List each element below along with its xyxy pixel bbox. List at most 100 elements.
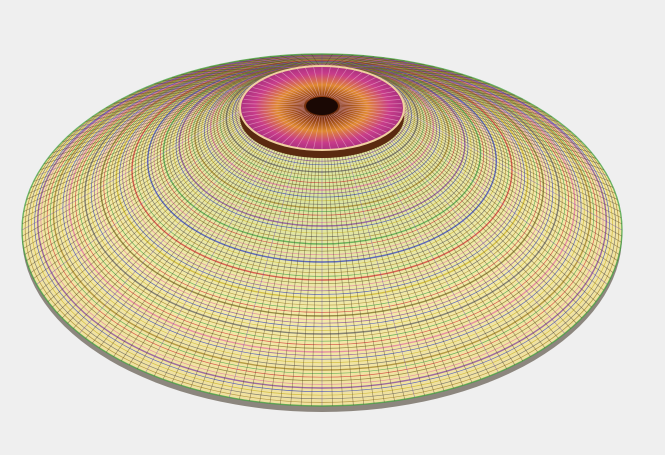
- spoke: [52, 129, 251, 308]
- spoke: [357, 70, 454, 73]
- spoke: [341, 152, 395, 401]
- hub-line: [337, 110, 392, 129]
- spoke: [269, 56, 309, 67]
- spoke: [351, 150, 435, 394]
- spoke: [229, 151, 298, 398]
- spoke: [333, 55, 364, 67]
- spoke: [311, 153, 320, 406]
- spoke: [30, 120, 245, 273]
- spoke: [57, 89, 252, 148]
- spoke: [279, 153, 312, 405]
- spoke: [359, 70, 463, 75]
- spoke: [56, 130, 252, 313]
- spoke: [370, 144, 507, 369]
- spoke: [79, 135, 258, 334]
- spoke: [377, 141, 531, 357]
- spoke: [209, 66, 293, 70]
- spoke: [181, 70, 285, 75]
- spoke: [397, 96, 608, 176]
- spoke-group: [21, 53, 623, 406]
- spoke: [379, 140, 539, 353]
- spoke: [23, 114, 243, 249]
- spoke: [22, 106, 243, 218]
- spoke: [397, 123, 608, 285]
- spoke: [399, 120, 614, 273]
- spoke: [394, 91, 597, 159]
- hub-line: [268, 113, 311, 139]
- spoke: [391, 87, 582, 143]
- spoke: [400, 100, 616, 194]
- spoke: [354, 68, 445, 71]
- spoke: [383, 138, 553, 344]
- spoke: [384, 82, 559, 122]
- spoke: [395, 126, 601, 297]
- spoke: [371, 75, 507, 92]
- spoke: [375, 142, 523, 361]
- hub-line: [243, 99, 305, 105]
- spoke: [392, 130, 588, 313]
- hub-line: [329, 70, 355, 98]
- spoke: [47, 127, 250, 302]
- spoke: [33, 121, 246, 279]
- spoke: [30, 99, 245, 188]
- hub-line: [305, 115, 319, 149]
- spoke: [324, 53, 333, 67]
- spoke: [373, 75, 515, 96]
- spoke: [361, 71, 473, 78]
- spoke: [153, 146, 278, 377]
- spoke: [73, 85, 256, 132]
- spoke: [128, 143, 271, 365]
- spoke: [401, 115, 620, 255]
- spoke: [398, 97, 611, 182]
- hub-line: [325, 67, 339, 97]
- hub-line: [335, 112, 382, 136]
- spoke: [394, 127, 597, 302]
- hub-line: [252, 110, 307, 129]
- hub-line: [242, 103, 305, 106]
- spoke: [26, 117, 244, 261]
- hub-line: [327, 115, 347, 148]
- spoke: [396, 124, 605, 291]
- hub-line: [330, 114, 363, 144]
- hub-line: [274, 113, 312, 142]
- spoke: [377, 78, 531, 104]
- spoke: [392, 89, 587, 148]
- spoke: [349, 151, 425, 396]
- spoke: [85, 82, 260, 122]
- hub-line: [313, 67, 321, 97]
- spoke: [324, 153, 333, 406]
- spoke: [311, 53, 320, 67]
- spoke: [335, 56, 375, 67]
- spoke: [61, 131, 253, 319]
- spoke: [85, 136, 260, 339]
- spoke: [364, 147, 482, 380]
- hub-line: [297, 115, 317, 148]
- spoke: [24, 115, 243, 255]
- spoke: [280, 55, 311, 67]
- spoke: [383, 81, 552, 118]
- spoke: [121, 142, 269, 361]
- hub-line-group: [241, 67, 403, 149]
- spoke: [391, 131, 583, 319]
- hub-line: [333, 77, 376, 99]
- spoke: [343, 152, 405, 400]
- spoke: [259, 152, 306, 403]
- spoke: [401, 109, 623, 231]
- spoke: [67, 133, 255, 324]
- spoke: [379, 79, 538, 109]
- spoke: [366, 146, 491, 377]
- spoke: [300, 54, 317, 67]
- spoke: [388, 134, 571, 329]
- spoke: [162, 147, 280, 380]
- spoke: [389, 86, 577, 138]
- hub-line: [289, 114, 315, 146]
- spoke: [36, 123, 247, 285]
- spoke: [121, 77, 269, 100]
- spoke: [43, 93, 248, 165]
- hub-line: [257, 83, 308, 101]
- spoke: [401, 105, 621, 212]
- spoke: [22, 108, 243, 225]
- hub-line: [289, 70, 315, 98]
- spoke: [199, 150, 290, 391]
